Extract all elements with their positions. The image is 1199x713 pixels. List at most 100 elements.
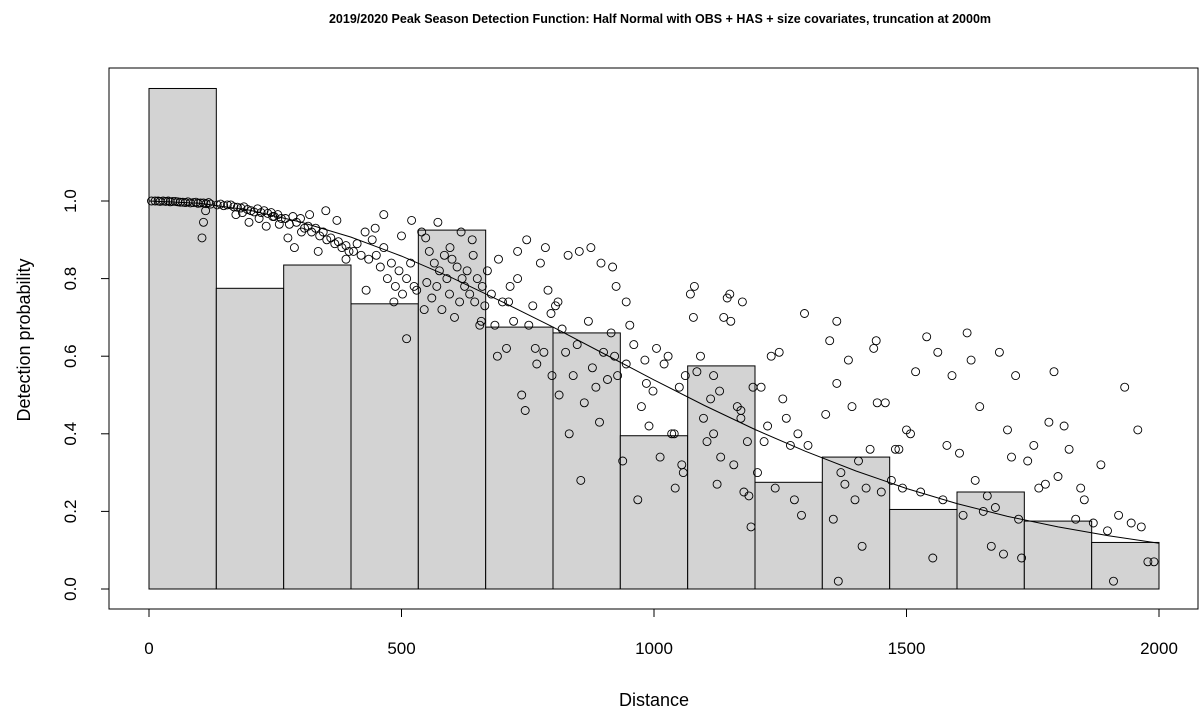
data-point-88 [375,262,385,272]
data-point-102 [397,231,406,241]
data-point-92 [390,281,400,291]
data-point-279 [916,487,926,497]
data-point-211 [688,312,698,322]
data-point-205 [680,371,690,381]
data-point-260 [850,495,860,505]
data-point-176 [599,347,608,357]
data-point-139 [486,289,496,299]
data-point-316 [1096,460,1106,470]
data-point-99 [370,223,380,233]
data-point-170 [576,475,586,485]
data-point-281 [928,553,938,563]
data-point-220 [719,312,729,322]
data-point-237 [753,468,762,478]
data-point-72 [344,246,354,256]
data-point-32 [226,200,236,210]
data-point-41 [256,208,266,218]
data-point-243 [774,347,784,357]
y-tick-label-4: 0.8 [61,267,80,291]
data-point-37 [243,205,252,214]
data-point-135 [456,227,466,237]
data-point-85 [364,254,374,264]
histogram-bar-13 [956,491,1025,590]
data-point-110 [427,293,437,303]
data-point-179 [610,351,620,361]
data-point-47 [276,214,286,223]
data-point-134 [445,243,455,253]
data-point-50 [244,217,254,227]
data-point-253 [825,336,835,346]
data-point-280 [922,332,932,342]
data-point-78 [321,206,331,216]
x-tick-label-2000: 2000 [1140,639,1178,658]
data-point-140 [490,320,500,330]
data-point-56 [284,219,294,229]
histogram-bars [148,87,1160,590]
data-point-71 [341,241,351,251]
data-point-63 [311,223,321,233]
data-point-193 [636,402,646,412]
data-point-312 [1071,514,1081,524]
data-point-180 [613,371,623,381]
data-point-275 [898,483,907,493]
data-point-28 [212,200,222,210]
data-point-178 [606,328,616,338]
data-point-150 [528,301,538,311]
data-point-105 [412,285,422,295]
data-point-262 [857,541,867,551]
data-point-149 [524,320,534,330]
data-point-82 [352,239,362,249]
data-point-301 [1014,514,1024,524]
data-point-209 [677,460,687,470]
data-point-104 [402,334,412,344]
data-point-94 [398,289,407,299]
data-point-79 [332,215,342,225]
data-point-300 [1011,371,1021,381]
data-point-87 [371,250,381,260]
data-point-116 [442,274,452,284]
data-point-156 [492,351,502,361]
data-point-86 [367,235,377,245]
data-point-222 [726,316,736,326]
data-point-194 [640,355,650,365]
data-point-305 [1034,483,1044,493]
data-point-77 [313,246,323,256]
data-point-293 [982,491,992,501]
data-point-242 [770,483,780,493]
data-point-198 [655,452,665,462]
data-point-311 [1064,444,1074,454]
data-point-238 [756,382,766,392]
data-point-177 [603,375,612,384]
data-point-103 [407,215,417,225]
data-point-309 [1053,472,1063,481]
data-point-165 [557,324,567,334]
data-point-75 [297,227,306,237]
data-point-307 [1044,417,1054,427]
data-point-133 [433,217,443,227]
data-point-236 [736,406,746,415]
data-point-287 [958,510,968,520]
data-point-185 [596,258,606,268]
x-tick-label-500: 500 [387,639,415,658]
data-point-313 [1076,483,1086,493]
data-point-255 [832,378,842,388]
data-point-201 [667,429,677,439]
data-point-30 [219,201,229,211]
data-point-95 [402,274,412,284]
data-point-151 [532,359,542,369]
data-point-290 [970,475,980,485]
data-point-192 [633,495,643,505]
histogram-bar-7 [552,332,621,590]
data-point-228 [746,522,756,532]
data-point-297 [999,549,1008,559]
data-point-59 [296,214,305,223]
histogram-bar-1 [148,87,217,590]
data-point-183 [574,246,584,256]
data-point-173 [587,363,597,373]
data-point-306 [1040,479,1050,489]
data-point-240 [763,421,773,431]
data-point-196 [648,386,658,396]
data-point-218 [712,479,722,489]
data-point-308 [1049,367,1059,377]
data-point-245 [781,413,791,423]
